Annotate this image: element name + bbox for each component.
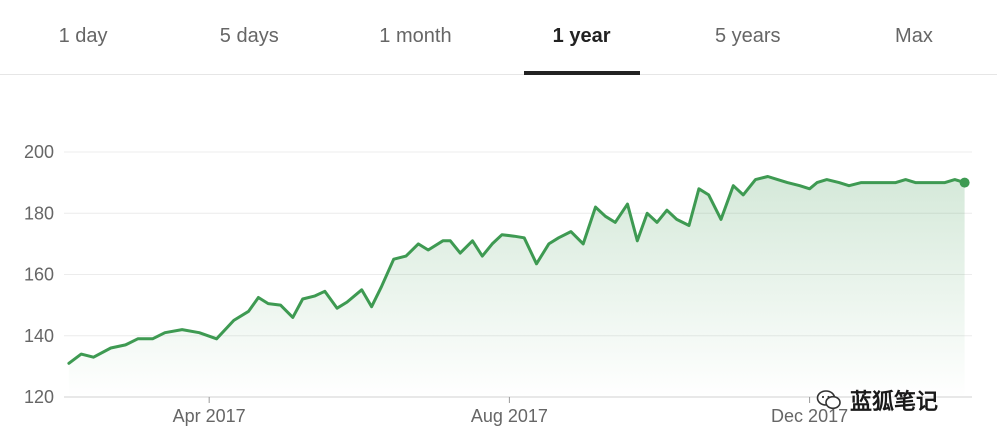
wechat-icon bbox=[816, 390, 841, 410]
x-tick-label: Dec 2017 bbox=[771, 406, 848, 426]
x-tick-label: Aug 2017 bbox=[471, 406, 548, 426]
watermark-text: 蓝狐笔记 bbox=[850, 390, 939, 415]
tab-5-years[interactable]: 5 years bbox=[665, 0, 831, 74]
y-axis: 120 140 160 180 200 bbox=[24, 142, 54, 407]
tab-1-month[interactable]: 1 month bbox=[332, 0, 498, 74]
tab-label: 1 day bbox=[58, 25, 108, 47]
price-line bbox=[67, 175, 967, 365]
tab-label: 5 years bbox=[714, 25, 781, 47]
current-price-dot bbox=[959, 177, 970, 188]
tab-max[interactable]: Max bbox=[831, 0, 997, 74]
tab-5-days[interactable]: 5 days bbox=[166, 0, 332, 74]
x-axis: Apr 2017 Aug 2017 Dec 2017 bbox=[173, 397, 848, 426]
tab-label: 1 month bbox=[379, 25, 452, 47]
y-tick-label: 200 bbox=[24, 142, 54, 162]
y-tick-label: 160 bbox=[24, 265, 54, 285]
x-tick-label: Apr 2017 bbox=[173, 406, 246, 426]
watermark: 蓝狐笔记 bbox=[816, 384, 938, 416]
y-tick-label: 120 bbox=[24, 387, 54, 407]
tab-label: 1 year bbox=[552, 25, 611, 47]
active-tab-indicator bbox=[523, 71, 640, 75]
price-points bbox=[68, 176, 970, 364]
timeframe-tabs: 1 day 5 days 1 month 1 year 5 years Max bbox=[0, 0, 997, 75]
y-tick-label: 140 bbox=[24, 326, 54, 346]
tab-label: 5 days bbox=[219, 25, 279, 47]
tab-label: Max bbox=[895, 25, 933, 47]
tab-1-day[interactable]: 1 day bbox=[0, 0, 166, 74]
y-tick-label: 180 bbox=[24, 203, 54, 223]
price-area bbox=[68, 176, 965, 397]
tab-1-year[interactable]: 1 year bbox=[499, 0, 665, 75]
